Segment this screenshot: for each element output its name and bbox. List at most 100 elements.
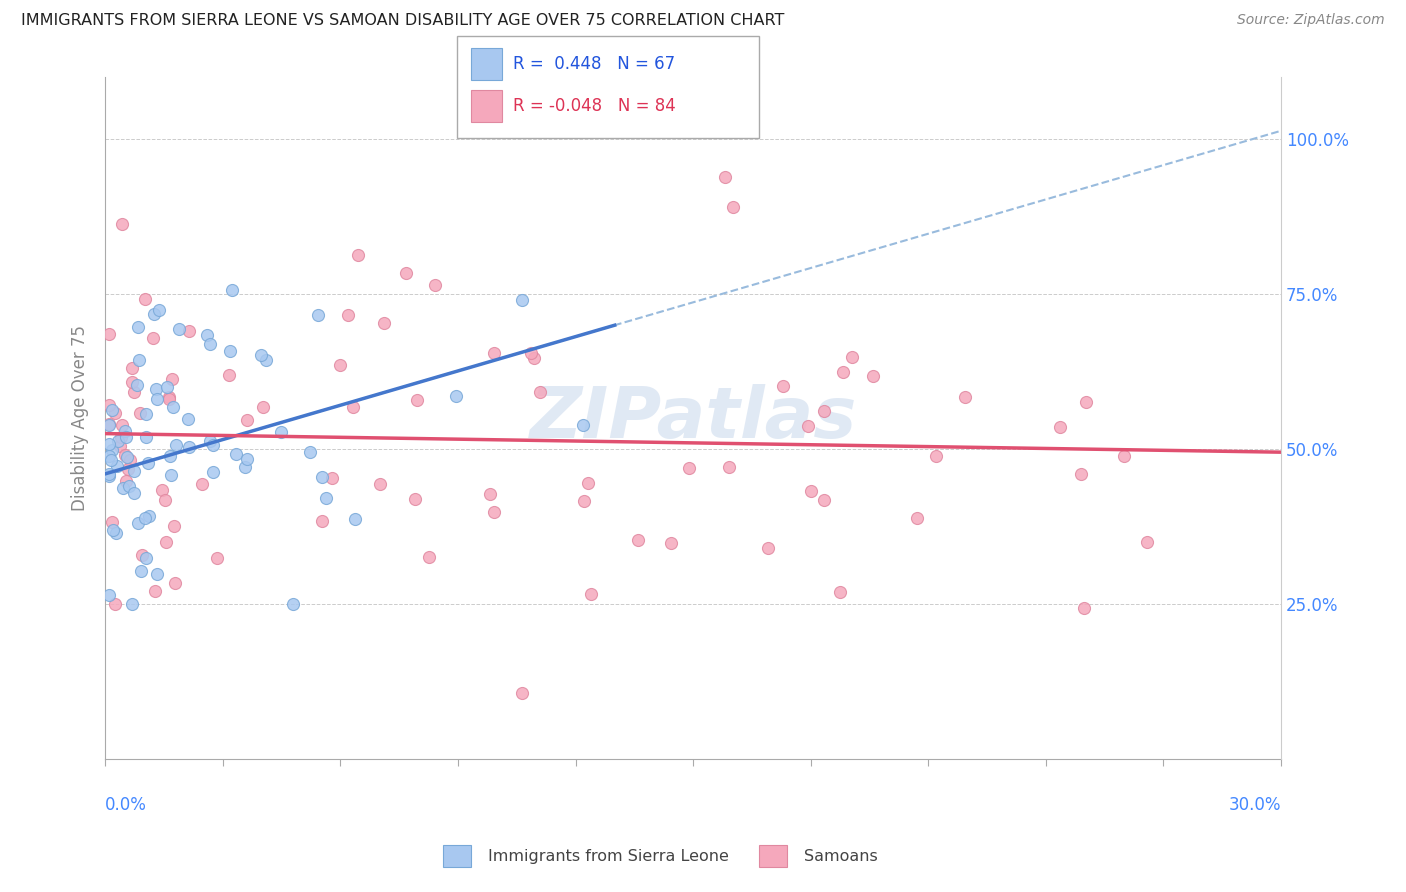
Point xyxy=(98,398,121,412)
Point xyxy=(162,400,184,414)
Point xyxy=(233,459,256,474)
Point xyxy=(165,575,187,590)
Point xyxy=(198,337,221,351)
Point xyxy=(138,456,160,470)
Text: Immigrants from Sierra Leone: Immigrants from Sierra Leone xyxy=(488,849,728,863)
Point xyxy=(98,437,121,451)
Point xyxy=(121,375,143,389)
Point xyxy=(115,429,138,443)
Point xyxy=(101,443,124,458)
Point xyxy=(98,467,121,482)
Point xyxy=(342,401,364,415)
Point xyxy=(112,481,135,495)
Point xyxy=(249,348,271,362)
Point xyxy=(218,368,240,383)
Point xyxy=(129,565,152,579)
Point xyxy=(127,320,149,334)
Point xyxy=(796,418,818,433)
Point xyxy=(1112,449,1135,463)
Point xyxy=(195,328,218,343)
Point xyxy=(307,309,329,323)
Text: IMMIGRANTS FROM SIERRA LEONE VS SAMOAN DISABILITY AGE OVER 75 CORRELATION CHART: IMMIGRANTS FROM SIERRA LEONE VS SAMOAN D… xyxy=(21,13,785,29)
Point xyxy=(311,470,333,484)
Point xyxy=(347,247,370,261)
Point xyxy=(925,449,948,463)
Point xyxy=(813,492,835,507)
Point xyxy=(98,589,121,603)
Point xyxy=(114,475,136,489)
Point xyxy=(156,379,179,393)
Point xyxy=(659,535,682,549)
Point xyxy=(143,584,166,599)
Point xyxy=(121,597,143,611)
Point xyxy=(152,483,174,497)
Point xyxy=(219,344,242,359)
Point xyxy=(329,358,352,372)
Point xyxy=(142,331,165,345)
Point xyxy=(110,430,132,444)
Point xyxy=(479,487,502,501)
Point xyxy=(1049,420,1071,434)
Point xyxy=(138,508,160,523)
Point xyxy=(404,492,426,507)
Point xyxy=(155,493,177,508)
Point xyxy=(510,293,533,307)
Point xyxy=(146,392,169,407)
Point xyxy=(145,382,167,396)
Point xyxy=(1135,534,1157,549)
Point xyxy=(510,685,533,699)
Point xyxy=(117,462,139,476)
Point xyxy=(118,452,141,467)
Point xyxy=(270,425,292,439)
Point xyxy=(714,169,737,184)
Point xyxy=(163,519,186,533)
Point xyxy=(122,486,145,500)
Point xyxy=(98,469,121,483)
Point xyxy=(828,585,851,599)
Point xyxy=(832,365,855,379)
Point xyxy=(1070,467,1092,482)
Text: R =  0.448   N = 67: R = 0.448 N = 67 xyxy=(513,55,675,73)
Point xyxy=(311,514,333,528)
Point xyxy=(104,406,127,420)
Point xyxy=(252,401,274,415)
Point xyxy=(418,550,440,565)
Point xyxy=(128,353,150,368)
Point xyxy=(953,390,976,404)
Text: Source: ZipAtlas.com: Source: ZipAtlas.com xyxy=(1237,13,1385,28)
Point xyxy=(236,413,259,427)
Point xyxy=(134,510,156,524)
Point xyxy=(298,444,321,458)
Point xyxy=(105,458,128,473)
Point xyxy=(718,460,741,475)
Text: 0.0%: 0.0% xyxy=(105,797,148,814)
Point xyxy=(135,551,157,566)
Point xyxy=(122,384,145,399)
Point xyxy=(98,417,121,432)
Point xyxy=(177,412,200,426)
Text: Samoans: Samoans xyxy=(804,849,877,863)
Point xyxy=(104,597,127,611)
Point xyxy=(98,326,121,341)
Point xyxy=(191,476,214,491)
Point xyxy=(165,438,187,452)
Point xyxy=(482,505,505,519)
Point xyxy=(100,402,122,417)
Point xyxy=(159,467,181,482)
Point xyxy=(395,266,418,280)
Point xyxy=(98,417,121,432)
Point xyxy=(1073,601,1095,615)
Point xyxy=(157,392,180,406)
Point xyxy=(520,346,543,360)
Point xyxy=(122,464,145,478)
Point xyxy=(406,393,429,408)
Point xyxy=(336,308,359,322)
Point xyxy=(343,512,366,526)
Point xyxy=(179,440,201,454)
Point xyxy=(862,368,884,383)
Point xyxy=(179,324,201,338)
Point xyxy=(117,479,139,493)
Point xyxy=(373,316,395,330)
Point xyxy=(482,346,505,360)
Point xyxy=(148,302,170,317)
